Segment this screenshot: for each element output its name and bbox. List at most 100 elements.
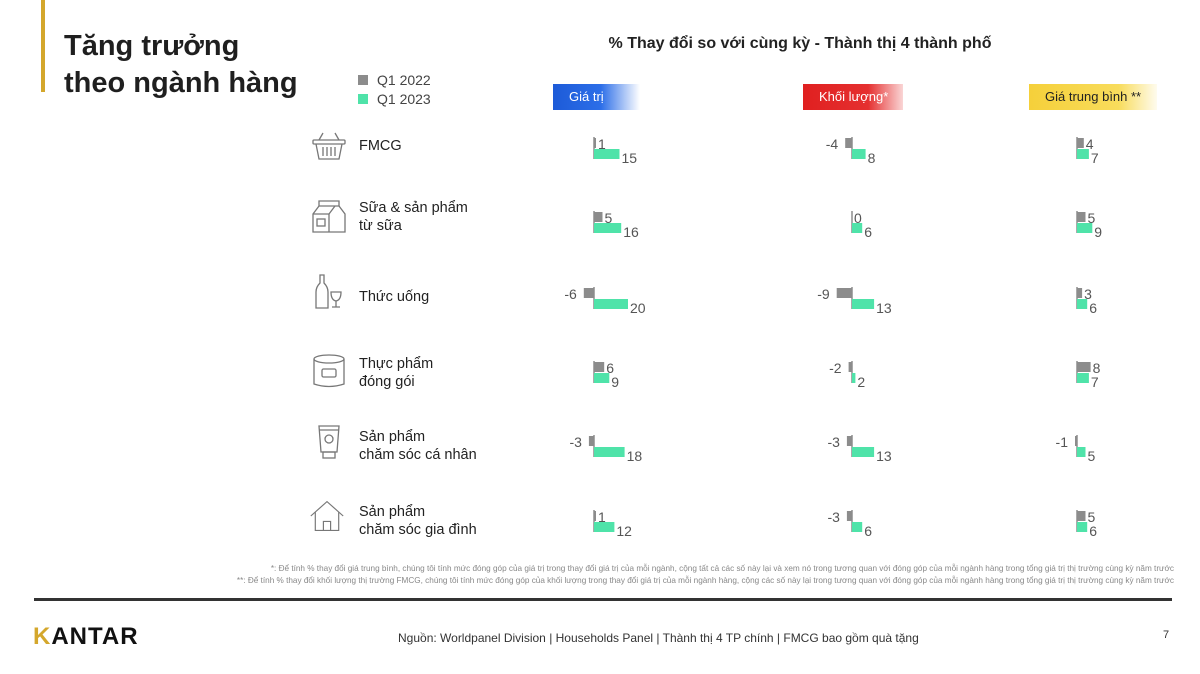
house-icon: [310, 500, 344, 531]
bar-avg-price-q1-2023: [1077, 299, 1088, 309]
bar-avg-price-q1-2022: [1077, 511, 1086, 521]
data-label: -4: [826, 136, 839, 152]
bar-volume-q1-2022: [846, 511, 852, 521]
data-label: 6: [606, 360, 614, 376]
data-label: 4: [1086, 136, 1094, 152]
bar-avg-price-q1-2022: [1077, 212, 1086, 222]
data-label: 16: [623, 224, 639, 240]
legend-label: Q1 2023: [377, 90, 431, 107]
bar-avg-price-q1-2022: [1077, 362, 1091, 372]
data-label: 3: [1084, 286, 1092, 302]
footnote-avg-price: *: Để tính % thay đổi giá trung bình, ch…: [270, 564, 1174, 573]
data-label: 9: [611, 374, 619, 390]
bar-volume-q1-2022: [836, 288, 852, 298]
bar-value-q1-2022: [583, 288, 594, 298]
bar-value-q1-2023: [594, 447, 625, 457]
bar-value-q1-2023: [594, 373, 610, 383]
column-header-avg-price: Giá trung bình **: [1029, 84, 1157, 110]
category-label-dairy: Sữa & sản phẩm từ sữa: [359, 200, 468, 234]
category-label-fmcg: FMCG: [359, 138, 402, 154]
data-label: 7: [1091, 374, 1099, 390]
data-label: 8: [1093, 360, 1101, 376]
wine-bottle-icon: [315, 274, 342, 309]
bar-value-q1-2023: [594, 223, 622, 233]
bar-value-q1-2022: [588, 436, 594, 446]
legend-item-q1-2022: Q1 2022: [358, 70, 431, 89]
column-header-value: Giá trị: [553, 84, 640, 110]
data-label: 1: [598, 509, 606, 525]
data-label: 6: [864, 523, 872, 539]
page-title-line1: Tăng trưởng: [64, 30, 240, 62]
data-label: 15: [622, 150, 638, 166]
bar-avg-price-q1-2022: [1075, 436, 1077, 446]
footer-divider: [34, 598, 1172, 601]
bar-value-q1-2022: [594, 511, 596, 521]
bar-volume-q1-2023: [852, 299, 875, 309]
data-label: 2: [857, 374, 865, 390]
page-number: 7: [1163, 629, 1170, 641]
data-label: -2: [829, 360, 842, 376]
data-label: 20: [630, 300, 646, 316]
legend: Q1 2022 Q1 2023: [358, 70, 431, 108]
data-label: 18: [627, 448, 643, 464]
data-label: 6: [1089, 523, 1097, 539]
data-label: 5: [605, 210, 613, 226]
data-label: 1: [598, 136, 606, 152]
data-label: 13: [876, 448, 892, 464]
category-label-home-care: Sản phẩm chăm sóc gia đình: [359, 504, 477, 538]
bar-value-q1-2023: [594, 522, 615, 532]
bar-volume-q1-2023: [852, 522, 863, 532]
data-label: 0: [854, 210, 862, 226]
data-label: -3: [827, 509, 840, 525]
category-label-packaged-food: Thực phẩm đóng gói: [359, 356, 434, 390]
legend-swatch-q1-2023: [358, 93, 368, 104]
data-label: 8: [868, 150, 876, 166]
bar-value-q1-2022: [594, 362, 605, 372]
legend-swatch-q1-2022: [358, 74, 368, 85]
bar-volume-q1-2022: [845, 138, 852, 148]
bar-avg-price-q1-2023: [1077, 223, 1093, 233]
bar-avg-price-q1-2023: [1077, 373, 1089, 383]
bar-volume-q1-2022: [846, 436, 852, 446]
bar-value-q1-2022: [594, 138, 596, 148]
column-header-volume: Khối lượng*: [803, 84, 903, 110]
data-label: 5: [1088, 448, 1096, 464]
source-note: Nguồn: Worldpanel Division | Households …: [398, 631, 919, 645]
data-label: 9: [1094, 224, 1102, 240]
legend-label: Q1 2022: [377, 71, 431, 88]
data-label: -1: [1056, 434, 1069, 450]
data-label: 5: [1088, 509, 1096, 525]
kantar-logo: KANTAR: [33, 623, 139, 651]
footnote-volume: **: Để tính % thay đổi khối lượng thị tr…: [236, 576, 1174, 585]
bar-volume-q1-2023: [852, 373, 856, 383]
cosmetic-tube-icon: [318, 425, 340, 459]
bar-avg-price-q1-2022: [1077, 138, 1084, 148]
bar-volume-q1-2022: [848, 362, 852, 372]
data-label: -6: [564, 286, 577, 302]
accent-bar: [41, 0, 45, 92]
bar-avg-price-q1-2022: [1077, 288, 1083, 298]
data-label: -9: [817, 286, 830, 302]
data-label: 6: [1089, 300, 1097, 316]
milk-carton-icon: [312, 200, 346, 233]
data-label: 5: [1088, 210, 1096, 226]
category-label-personal-care: Sản phẩm chăm sóc cá nhân: [359, 429, 477, 463]
bar-avg-price-q1-2023: [1077, 522, 1088, 532]
bar-volume-q1-2023: [852, 223, 863, 233]
page-title-line2: theo ngành hàng: [64, 67, 298, 99]
bar-volume-q1-2023: [852, 149, 866, 159]
basket-icon: [312, 132, 346, 160]
bar-avg-price-q1-2023: [1077, 447, 1086, 457]
bar-volume-q1-2023: [852, 447, 875, 457]
data-label: 12: [616, 523, 632, 539]
data-label: 7: [1091, 150, 1099, 166]
data-label: 13: [876, 300, 892, 316]
category-label-beverages: Thức uống: [359, 289, 430, 305]
bar-avg-price-q1-2023: [1077, 149, 1089, 159]
logo-k: K: [33, 623, 52, 650]
legend-item-q1-2023: Q1 2023: [358, 89, 431, 108]
data-label: -3: [569, 434, 582, 450]
bar-value-q1-2023: [594, 299, 628, 309]
canned-food-icon: [313, 354, 345, 388]
